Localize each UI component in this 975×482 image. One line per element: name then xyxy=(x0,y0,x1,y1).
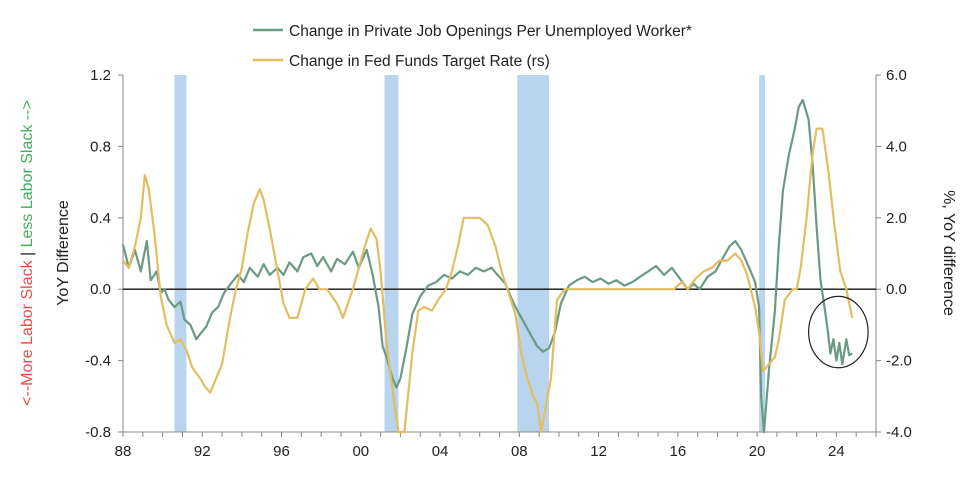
x-tick-label: 20 xyxy=(749,443,766,460)
left-tick-label: -0.4 xyxy=(85,353,111,370)
x-tick-label: 16 xyxy=(669,443,686,460)
x-tick-label: 24 xyxy=(828,443,845,460)
left-tick-label: -0.8 xyxy=(85,424,111,441)
x-tick-label: 04 xyxy=(432,443,449,460)
x-tick-label: 88 xyxy=(115,443,132,460)
axes: 1.2 0.8 0.4 0.0 -0.4 -0.8 6.0 4.0 2.0 0.0 -2.0 -4.0… xyxy=(85,67,912,460)
recession-band-2 xyxy=(517,75,550,432)
left-side-title-part-2: Less Labor Slack --> xyxy=(19,100,36,247)
left-side-title-part-1: | xyxy=(19,247,36,260)
highlight-ellipse xyxy=(808,295,869,369)
recession-band-3 xyxy=(759,75,766,432)
x-tick-label: 12 xyxy=(590,443,607,460)
right-tick-label: 4.0 xyxy=(886,138,907,155)
left-side-title-part-0: <--More Labor Slack xyxy=(19,259,36,405)
right-tick-label: -2.0 xyxy=(886,353,912,370)
series-line-0 xyxy=(121,98,853,434)
left-axis-title: YoY Difference xyxy=(55,200,72,306)
legend-label-0: Change in Private Job Openings Per Unemp… xyxy=(289,23,692,40)
x-tick-label: 00 xyxy=(352,443,369,460)
left-tick-label: 0.8 xyxy=(90,138,111,155)
recession-bands xyxy=(174,75,766,432)
left-tick-label: 1.2 xyxy=(90,67,111,84)
series-line-1 xyxy=(122,127,854,434)
series-lines xyxy=(121,98,854,434)
axis-titles: YoY Difference <--More Labor Slack | Less… xyxy=(19,100,957,406)
x-tick-label: 08 xyxy=(511,443,528,460)
legend-label-1: Change in Fed Funds Target Rate (rs) xyxy=(289,53,550,70)
right-tick-label: 6.0 xyxy=(886,67,907,84)
left-side-title: <--More Labor Slack | Less Labor Slack -… xyxy=(19,100,36,406)
left-tick-label: 0.0 xyxy=(90,281,111,298)
x-tick-label: 96 xyxy=(273,443,290,460)
x-tick-label: 92 xyxy=(194,443,211,460)
right-tick-label: -4.0 xyxy=(886,424,912,441)
annotations xyxy=(808,295,869,369)
right-tick-label: 0.0 xyxy=(886,281,907,298)
right-axis-title: %, YoY difference xyxy=(940,190,957,316)
recession-band-1 xyxy=(384,75,399,432)
right-tick-label: 2.0 xyxy=(886,210,907,227)
legend: Change in Private Job Openings Per Unemp… xyxy=(253,23,692,70)
left-tick-label: 0.4 xyxy=(90,210,111,227)
recession-band-0 xyxy=(174,75,187,432)
